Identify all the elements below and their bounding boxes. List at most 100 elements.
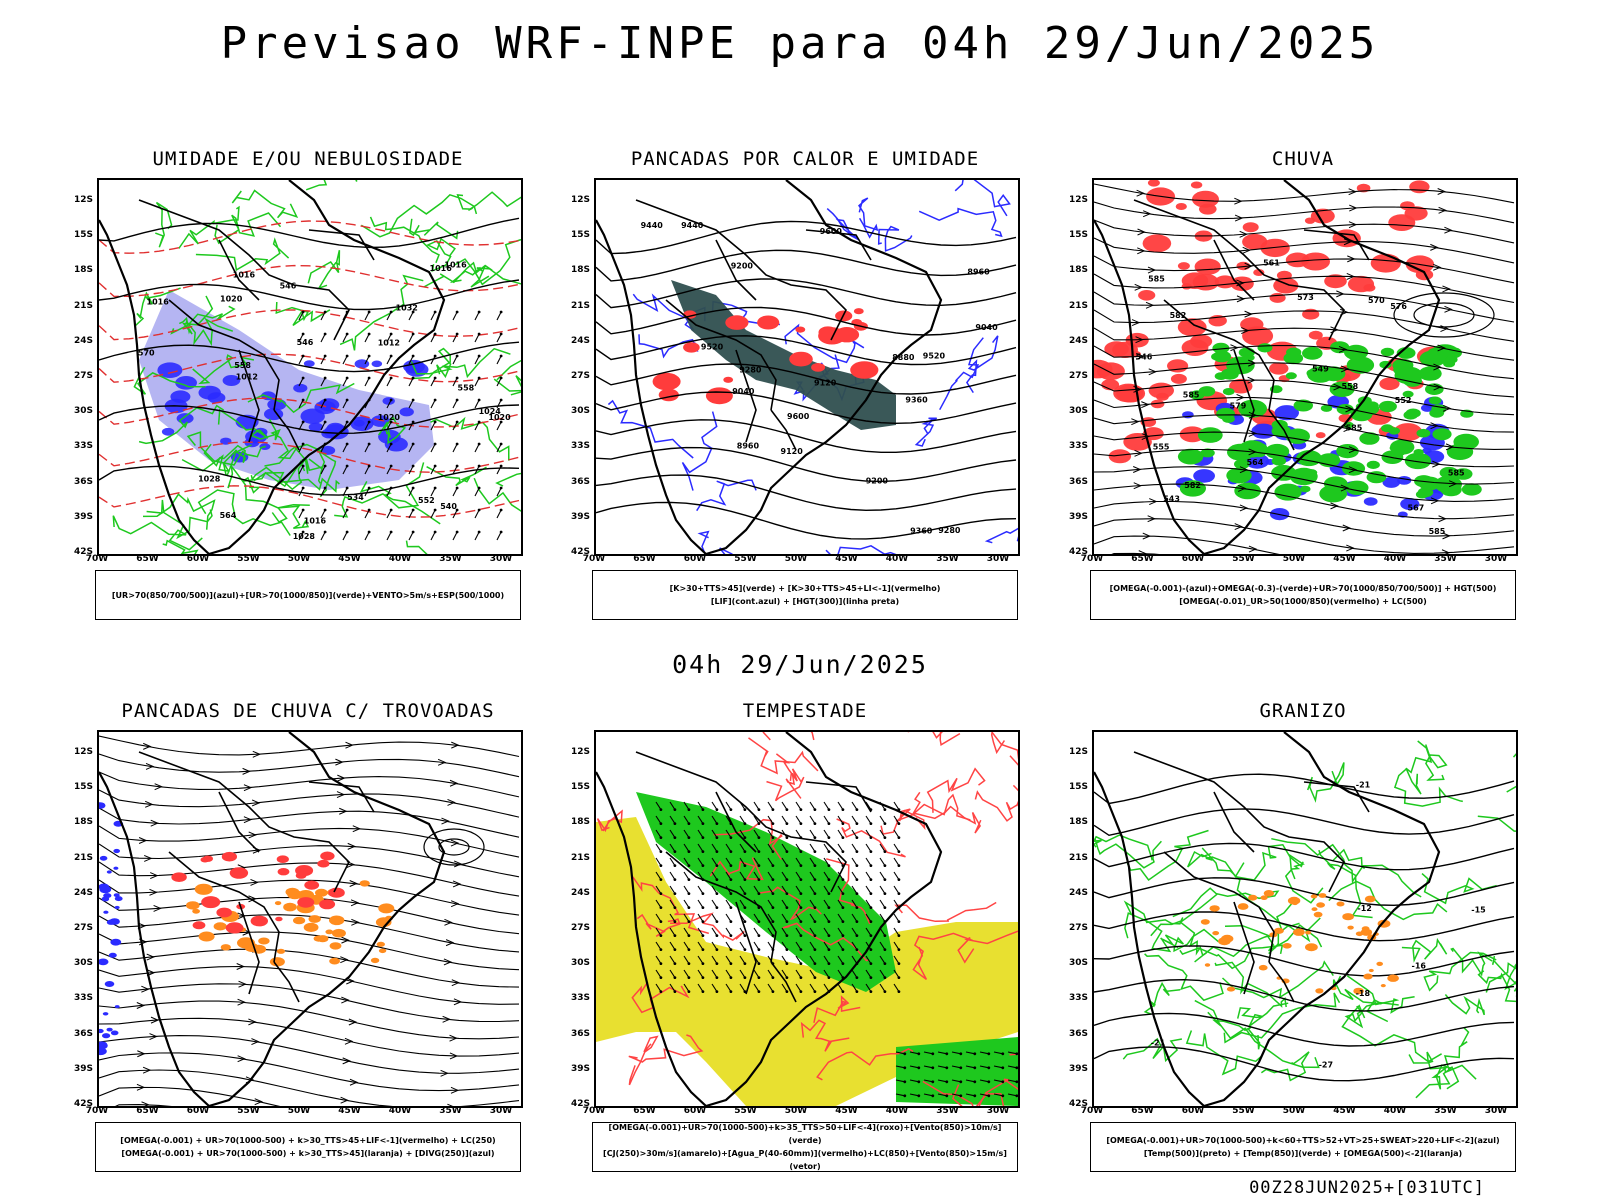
red-instability-cell bbox=[850, 361, 879, 379]
isoline bbox=[377, 415, 407, 445]
vector-head bbox=[673, 962, 677, 965]
orange-convection-cell bbox=[329, 915, 345, 926]
flow-arrow bbox=[1237, 484, 1247, 492]
red-thunderstorm-cell bbox=[317, 859, 330, 868]
streamline bbox=[1094, 345, 1515, 380]
wind-vector bbox=[781, 941, 788, 950]
wind-vector bbox=[386, 531, 392, 541]
vector-head bbox=[743, 920, 747, 923]
vector-head bbox=[455, 310, 459, 314]
blue-divergence-cell bbox=[99, 802, 106, 809]
wind-vector bbox=[781, 801, 788, 810]
country-border bbox=[1233, 349, 1255, 443]
lon-tick-label: 35W bbox=[936, 554, 959, 564]
lon-axis: 70W 65W 60W 55W 50W 45W 40W 35W 30W bbox=[86, 554, 519, 566]
wind-vector bbox=[823, 885, 830, 894]
vector-head bbox=[499, 398, 503, 402]
flow-arrow bbox=[1147, 266, 1157, 274]
wind-vector bbox=[655, 815, 662, 824]
vector-head bbox=[389, 310, 393, 314]
vector-head bbox=[729, 920, 733, 923]
map-svg: -18-21-27-12 -15-16-21 bbox=[1094, 732, 1516, 1106]
contour-label: 1012 bbox=[236, 373, 258, 382]
wind-vector bbox=[809, 801, 816, 810]
orange-convection-cell bbox=[375, 917, 392, 928]
country-border bbox=[138, 751, 350, 893]
lon-tick-label: 40W bbox=[388, 1106, 412, 1116]
orange-convection bbox=[186, 880, 395, 967]
orange-convection-cell bbox=[198, 931, 215, 942]
contour-label: -21 bbox=[1356, 781, 1371, 790]
vector-head bbox=[323, 508, 327, 512]
vector-head bbox=[499, 486, 503, 490]
wind-vector bbox=[909, 1079, 919, 1083]
vector-head bbox=[883, 990, 887, 993]
red-instability-cell bbox=[757, 315, 780, 330]
wind-vector bbox=[767, 899, 774, 908]
isoline bbox=[253, 471, 340, 493]
lat-tick-label: 42S bbox=[1068, 1099, 1088, 1109]
orange-convection-cell bbox=[258, 937, 270, 945]
isoline bbox=[1235, 843, 1304, 881]
blue-humidity-cell bbox=[308, 422, 324, 432]
vector-head bbox=[411, 464, 415, 468]
lat-tick-label: 30S bbox=[570, 406, 590, 417]
isoline bbox=[214, 212, 282, 245]
flow-arrow bbox=[1336, 290, 1345, 298]
vector-head bbox=[869, 934, 873, 937]
wind-vector bbox=[809, 927, 816, 936]
isoline bbox=[112, 515, 203, 551]
orange-omega-cell bbox=[1355, 931, 1364, 937]
vector-head bbox=[323, 332, 327, 336]
isoline bbox=[1331, 848, 1422, 898]
lon-tick-label: 60W bbox=[1181, 554, 1205, 564]
vector-head bbox=[673, 850, 677, 853]
vector-head bbox=[827, 892, 831, 895]
isoline bbox=[1122, 1037, 1183, 1063]
blue-divergence bbox=[99, 802, 124, 1056]
flow-arrow bbox=[447, 1103, 453, 1106]
green-omega-cell bbox=[1404, 452, 1432, 470]
wind-vector bbox=[669, 829, 676, 838]
map-panel bbox=[97, 730, 523, 1108]
wind-vector bbox=[851, 983, 858, 992]
flow-arrow bbox=[144, 800, 154, 808]
vector-head bbox=[945, 1094, 949, 1098]
flow-arrow bbox=[1141, 433, 1151, 440]
contour-label: 558 bbox=[234, 361, 251, 370]
wind-vector bbox=[655, 871, 662, 880]
wind-vector bbox=[1007, 1079, 1017, 1083]
blue-humidity-cell bbox=[354, 359, 370, 369]
isoline bbox=[195, 237, 290, 272]
lat-tick-label: 33S bbox=[73, 441, 93, 452]
orange-convection-cell bbox=[325, 929, 334, 935]
green-omega-cell bbox=[1271, 456, 1287, 466]
isoline bbox=[1172, 887, 1280, 918]
flow-arrow bbox=[248, 895, 257, 903]
wind-vector bbox=[430, 509, 436, 519]
vector-head bbox=[987, 1066, 991, 1070]
wind-vector bbox=[809, 899, 816, 908]
wind-vector bbox=[474, 399, 480, 409]
green-omega-cell bbox=[1234, 459, 1250, 469]
vector-head bbox=[477, 464, 481, 468]
vector-head bbox=[897, 864, 901, 867]
orange-convection-cell bbox=[378, 903, 395, 914]
orange-omega-cell bbox=[1318, 893, 1327, 898]
vector-head bbox=[433, 398, 437, 402]
contour-labels: 1016 102010121016101610281020101210161020… bbox=[138, 261, 511, 542]
wind-vector bbox=[655, 955, 662, 964]
streamline bbox=[1094, 255, 1515, 284]
wind-vector bbox=[364, 311, 370, 321]
red-rain-cell bbox=[1324, 274, 1347, 289]
vector-head bbox=[813, 850, 817, 853]
contour-label: 549 bbox=[1312, 365, 1329, 374]
vector-head bbox=[729, 976, 733, 979]
wind-vector bbox=[795, 857, 802, 866]
wind-vector bbox=[683, 885, 690, 894]
vector-head bbox=[855, 990, 859, 993]
red-thunderstorm-cell bbox=[320, 851, 335, 861]
vector-head bbox=[917, 1052, 921, 1056]
contour-line bbox=[596, 363, 1017, 395]
